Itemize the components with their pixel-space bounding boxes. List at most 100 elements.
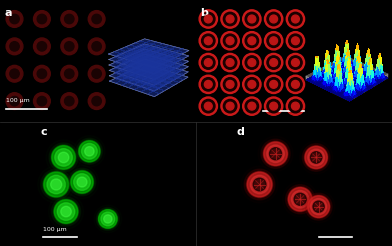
Circle shape — [46, 140, 81, 175]
Circle shape — [245, 12, 259, 26]
Circle shape — [267, 99, 280, 113]
Circle shape — [199, 10, 218, 28]
Circle shape — [267, 12, 280, 26]
Circle shape — [248, 37, 256, 45]
Circle shape — [243, 97, 261, 115]
Circle shape — [199, 97, 218, 115]
Circle shape — [223, 12, 237, 26]
Circle shape — [245, 99, 259, 113]
Circle shape — [201, 78, 215, 91]
Circle shape — [78, 140, 101, 163]
Circle shape — [199, 32, 218, 50]
Circle shape — [286, 10, 305, 28]
Circle shape — [92, 42, 101, 51]
Circle shape — [65, 69, 74, 78]
Circle shape — [267, 145, 284, 163]
Circle shape — [223, 99, 237, 113]
Circle shape — [304, 145, 328, 169]
Circle shape — [33, 93, 50, 109]
Circle shape — [270, 37, 278, 45]
Circle shape — [38, 166, 74, 203]
Circle shape — [292, 37, 299, 45]
Circle shape — [310, 152, 322, 163]
Text: 100 μm: 100 μm — [5, 98, 29, 103]
Circle shape — [199, 53, 218, 72]
Circle shape — [292, 80, 299, 88]
Circle shape — [65, 42, 74, 51]
Circle shape — [37, 14, 47, 24]
Circle shape — [289, 99, 302, 113]
Circle shape — [243, 53, 261, 72]
Text: a: a — [4, 8, 12, 18]
Text: 100 μm: 100 μm — [43, 228, 66, 232]
Circle shape — [10, 42, 19, 51]
Circle shape — [269, 148, 281, 160]
Circle shape — [264, 142, 287, 165]
Circle shape — [243, 10, 261, 28]
Text: c: c — [40, 127, 47, 137]
Circle shape — [51, 197, 81, 226]
Text: d: d — [236, 127, 244, 137]
Circle shape — [283, 182, 318, 217]
Circle shape — [305, 193, 332, 220]
Circle shape — [204, 102, 212, 110]
Circle shape — [308, 196, 329, 217]
Circle shape — [43, 171, 69, 198]
Circle shape — [305, 146, 327, 169]
Circle shape — [267, 56, 280, 69]
Circle shape — [79, 141, 100, 162]
Circle shape — [261, 139, 290, 168]
Circle shape — [285, 185, 315, 214]
Circle shape — [270, 102, 278, 110]
Circle shape — [221, 53, 239, 72]
Circle shape — [41, 169, 72, 200]
Circle shape — [223, 78, 237, 91]
Circle shape — [223, 56, 237, 69]
Circle shape — [201, 99, 215, 113]
Circle shape — [253, 178, 266, 191]
Circle shape — [248, 15, 256, 23]
Circle shape — [61, 65, 78, 82]
Circle shape — [204, 15, 212, 23]
Circle shape — [247, 172, 272, 197]
Circle shape — [96, 207, 120, 231]
Circle shape — [52, 146, 75, 169]
Circle shape — [223, 34, 237, 47]
Circle shape — [204, 37, 212, 45]
Circle shape — [61, 206, 71, 217]
Circle shape — [37, 69, 47, 78]
Circle shape — [226, 80, 234, 88]
Circle shape — [246, 171, 273, 198]
Circle shape — [204, 80, 212, 88]
Circle shape — [243, 75, 261, 93]
Circle shape — [248, 102, 256, 110]
Circle shape — [292, 102, 299, 110]
Circle shape — [226, 59, 234, 66]
Circle shape — [265, 32, 283, 50]
Circle shape — [71, 171, 93, 193]
Circle shape — [289, 187, 312, 211]
Circle shape — [61, 11, 78, 27]
Circle shape — [70, 170, 94, 194]
Circle shape — [307, 195, 330, 218]
Circle shape — [258, 136, 293, 171]
Circle shape — [286, 75, 305, 93]
Circle shape — [265, 75, 283, 93]
Circle shape — [74, 174, 90, 190]
Circle shape — [286, 97, 305, 115]
Circle shape — [243, 32, 261, 50]
Circle shape — [287, 187, 313, 212]
Circle shape — [289, 12, 302, 26]
Circle shape — [289, 78, 302, 91]
Circle shape — [57, 203, 75, 220]
Circle shape — [37, 42, 47, 51]
Circle shape — [201, 34, 215, 47]
Circle shape — [88, 93, 105, 109]
Circle shape — [302, 190, 335, 223]
Circle shape — [201, 12, 215, 26]
Circle shape — [244, 169, 275, 200]
Circle shape — [33, 38, 50, 55]
Circle shape — [204, 59, 212, 66]
Circle shape — [10, 14, 19, 24]
Circle shape — [199, 75, 218, 93]
